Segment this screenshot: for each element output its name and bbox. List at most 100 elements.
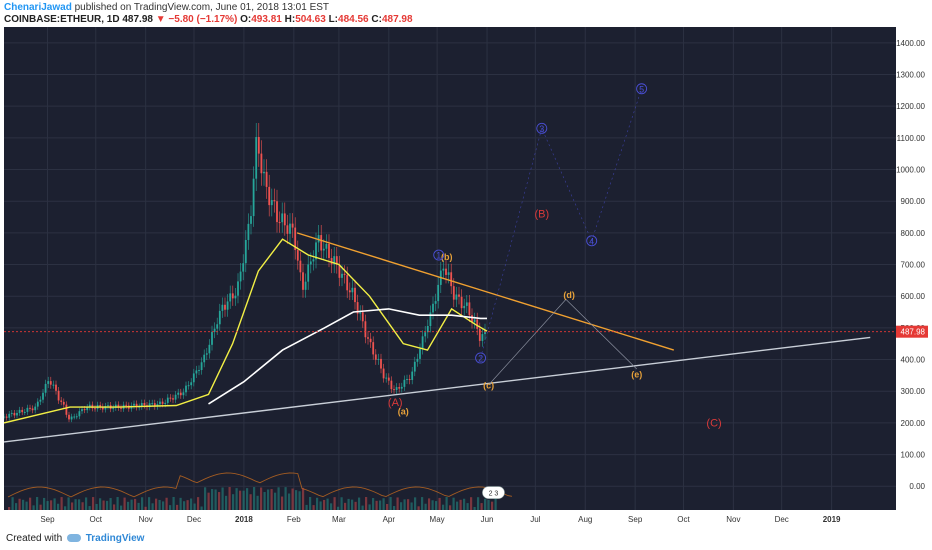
volume-bar bbox=[431, 500, 434, 510]
candle-body bbox=[208, 344, 211, 354]
candle-body bbox=[286, 225, 289, 234]
candle-body bbox=[434, 301, 437, 304]
volume-bar bbox=[134, 498, 137, 510]
candle-body bbox=[374, 354, 377, 360]
volume-bar bbox=[95, 503, 98, 510]
volume-bar bbox=[235, 488, 238, 510]
volume-bar bbox=[85, 497, 88, 510]
price-axis bbox=[896, 27, 928, 528]
plot-background bbox=[4, 27, 896, 510]
candle-body bbox=[408, 379, 411, 381]
volume-bar bbox=[323, 499, 326, 510]
y-tick-label: 400.00 bbox=[901, 356, 926, 365]
volume-bar bbox=[438, 497, 441, 510]
y-tick-label: 1400.00 bbox=[896, 39, 925, 48]
volume-bar bbox=[74, 499, 77, 510]
volume-bar bbox=[106, 500, 109, 510]
candle-body bbox=[437, 284, 440, 302]
candle-body bbox=[411, 371, 414, 380]
projected-wave-path bbox=[488, 298, 638, 386]
created-with-label: Created with bbox=[6, 533, 63, 544]
volume-bar bbox=[473, 506, 476, 510]
chart-area[interactable]: 1400.00 1300.00 1200.00 1100.00 1000.00 900.0… bbox=[4, 27, 928, 528]
x-tick-label: 2018 bbox=[235, 515, 253, 524]
candle-body bbox=[187, 385, 190, 387]
candle-body bbox=[481, 334, 484, 341]
candle-body bbox=[42, 392, 44, 400]
volume-bar bbox=[428, 498, 431, 510]
y-tick-label: 1300.00 bbox=[896, 71, 925, 80]
volume-bar bbox=[71, 502, 74, 510]
candle-body bbox=[400, 386, 403, 389]
candle-body bbox=[393, 389, 395, 391]
volume-bar bbox=[144, 506, 147, 510]
candle-body bbox=[159, 401, 161, 405]
candle-body bbox=[380, 358, 382, 369]
volume-bar bbox=[120, 505, 123, 510]
tradingview-logo[interactable]: TradingView bbox=[85, 533, 145, 544]
volume-bar bbox=[81, 502, 84, 510]
candle-body bbox=[307, 264, 310, 282]
candle-body bbox=[346, 275, 349, 291]
candle-body bbox=[4, 416, 5, 418]
candle-body bbox=[322, 248, 325, 251]
volume-bar bbox=[123, 497, 126, 510]
volume-bar bbox=[225, 495, 228, 510]
wave-circle bbox=[433, 249, 445, 261]
x-tick-label: Sep bbox=[40, 515, 55, 524]
candle-body bbox=[403, 379, 406, 387]
candle-body bbox=[333, 256, 336, 265]
volume-bar bbox=[15, 503, 18, 510]
candle-body bbox=[125, 404, 128, 406]
candle-body bbox=[117, 404, 120, 408]
candle-body bbox=[343, 273, 346, 276]
volume-bar bbox=[480, 503, 483, 510]
candle-body bbox=[29, 407, 31, 409]
x-tick-label: Aug bbox=[578, 515, 592, 524]
candle-body bbox=[291, 223, 294, 228]
candle-body bbox=[398, 387, 401, 389]
volume-bar bbox=[18, 498, 21, 510]
candle-body bbox=[341, 273, 343, 278]
candle-body bbox=[278, 222, 281, 224]
volume-bar bbox=[50, 500, 53, 510]
publish-info: published on TradingView.com, June 01, 2… bbox=[74, 2, 330, 13]
x-tick-label: Apr bbox=[383, 515, 396, 524]
candle-body bbox=[348, 290, 351, 293]
candle-body bbox=[31, 408, 34, 411]
candle-body bbox=[70, 416, 73, 420]
candle-body bbox=[229, 293, 232, 302]
volume-bar bbox=[169, 505, 172, 510]
volume-bar bbox=[361, 505, 364, 510]
volume-bar bbox=[109, 498, 112, 510]
projected-impulse-path bbox=[480, 88, 642, 359]
wave-label: 3 bbox=[539, 124, 544, 134]
candle-body bbox=[177, 392, 180, 395]
x-tick-label: 2019 bbox=[823, 515, 841, 524]
candle-body bbox=[36, 401, 39, 407]
volume-bar bbox=[477, 497, 480, 510]
candle-body bbox=[328, 243, 330, 259]
volume-bar bbox=[274, 492, 277, 510]
price-chart[interactable]: 1400.001300.001200.001100.001000.00900.0… bbox=[4, 27, 928, 528]
candle-body bbox=[190, 382, 193, 386]
candle-body bbox=[315, 242, 317, 260]
volume-bar bbox=[239, 490, 242, 510]
candle-body bbox=[237, 281, 239, 296]
candle-body bbox=[247, 223, 250, 240]
candle-body bbox=[369, 338, 372, 343]
volume-bar bbox=[288, 493, 291, 510]
candle-body bbox=[218, 310, 221, 325]
volume-bar bbox=[162, 501, 165, 510]
candle-body bbox=[75, 416, 78, 418]
volume-bar bbox=[88, 506, 91, 510]
author-name[interactable]: ChenariJawad bbox=[4, 2, 72, 13]
candle-body bbox=[23, 411, 26, 413]
wave-label: (c) bbox=[483, 380, 494, 390]
volume-bar bbox=[442, 504, 445, 510]
volume-bar bbox=[270, 489, 273, 510]
x-tick-label: May bbox=[430, 515, 445, 524]
wave-label: (a) bbox=[398, 406, 409, 416]
volume-bar bbox=[246, 488, 249, 510]
candle-body bbox=[283, 213, 286, 226]
